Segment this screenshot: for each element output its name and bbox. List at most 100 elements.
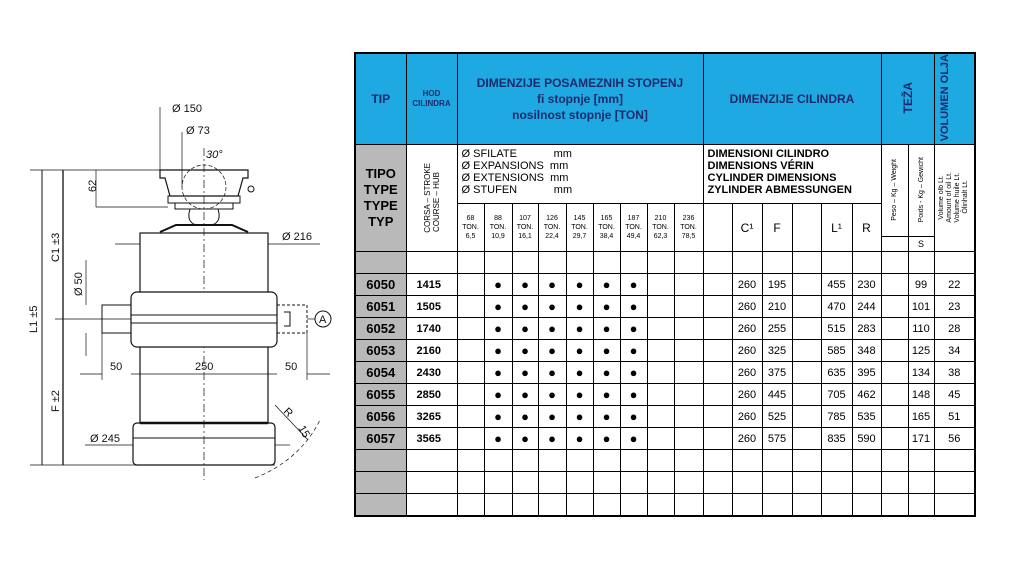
- cell-tip: 6050: [354, 273, 407, 297]
- cell-dim: 230: [851, 273, 882, 297]
- table-row: 6055 2850 ● ● ● ● ● ● 260 445 705 462 148 45: [354, 383, 976, 407]
- cell-stage: ●: [565, 295, 594, 319]
- cell: [851, 471, 882, 495]
- dot-icon: ●: [521, 299, 529, 315]
- cell-tip: 6055: [354, 383, 407, 407]
- dot-icon: ●: [575, 321, 584, 337]
- cell-stage: ●: [511, 405, 539, 429]
- cell-hod: 1415: [405, 273, 458, 297]
- cell-stage: ●: [537, 383, 567, 407]
- dot-icon: ●: [629, 387, 638, 403]
- stage-unit: TON.: [652, 224, 669, 232]
- dim-column-header: [702, 203, 733, 253]
- cell-stage: [646, 427, 675, 451]
- cell-dim: 395: [851, 361, 882, 385]
- cell-dim: 325: [761, 339, 793, 363]
- stage-label-line: Ø STUFEN mm: [461, 184, 573, 197]
- stage-column-header: 165 TON. 38,4: [592, 203, 621, 253]
- subheader-stroke: CORSA – STROKECOURSE – HUB: [405, 144, 458, 253]
- label-d50: Ø 50: [73, 272, 85, 296]
- cell: [537, 471, 567, 495]
- cell-stage: ●: [483, 383, 513, 407]
- stage-label-line: Ø EXPANSIONS mm: [461, 160, 569, 173]
- cell: [511, 449, 539, 473]
- cell: [511, 471, 539, 495]
- cell-dim: 785: [820, 405, 853, 429]
- dim-column-header: L¹: [820, 203, 853, 253]
- cell: [405, 251, 458, 275]
- cell: [791, 471, 822, 495]
- dot-icon: ●: [521, 409, 529, 425]
- stage-column-header: 236 TON. 78,5: [673, 203, 704, 253]
- cell-dim: 255: [761, 317, 793, 341]
- dot-icon: ●: [521, 277, 529, 293]
- cell: [646, 251, 675, 275]
- type-label-line: TYP: [368, 214, 394, 230]
- weight-s-label: S: [907, 236, 935, 253]
- stage-dia: 165: [600, 215, 613, 223]
- cell-stage: ●: [619, 295, 648, 319]
- cell: [619, 493, 648, 517]
- header-stages: DIMENZIJE POSAMEZNIH STOPENJ fi stopnje …: [456, 52, 704, 146]
- subheader-volume: Volume olb Lt. Amount of oil Lt. Volume hu…: [933, 144, 976, 253]
- cell: [907, 251, 935, 275]
- cell-stage: [673, 405, 704, 429]
- cell: [907, 449, 935, 473]
- header-stages-line1: DIMENZIJE POSAMEZNIH STOPENJ: [476, 76, 684, 91]
- weight-label-2: Poids - Kg – Gewicht: [917, 157, 925, 223]
- cell: [933, 493, 976, 517]
- dot-icon: ●: [602, 343, 611, 359]
- cell-stage: ●: [511, 295, 539, 319]
- stage-dia: 236: [682, 215, 695, 223]
- cell: [456, 449, 485, 473]
- stage-unit: TON.: [462, 224, 479, 232]
- cell-stage: [456, 427, 485, 451]
- cell-stage: ●: [483, 295, 513, 319]
- stage-load: 10,9: [491, 233, 505, 241]
- stage-column-header: 210 TON. 62,3: [646, 203, 675, 253]
- table-row-empty: [354, 251, 976, 275]
- subheader-stroke2-text: COURSE – HUB: [431, 172, 441, 233]
- cell-stage: [646, 383, 675, 407]
- cell-dim: 705: [820, 383, 853, 407]
- stage-unit: TON.: [598, 224, 615, 232]
- dot-icon: ●: [575, 387, 584, 403]
- cell-volume: 45: [933, 383, 976, 407]
- cell-dim: [791, 273, 822, 297]
- cell-dim: 445: [761, 383, 793, 407]
- cell: [405, 471, 458, 495]
- dot-icon: ●: [494, 365, 502, 381]
- cell-stage: ●: [483, 361, 513, 385]
- dot-icon: ●: [494, 299, 502, 315]
- dot-icon: ●: [548, 387, 556, 403]
- cell-stage: [673, 317, 704, 341]
- cell: [907, 471, 935, 495]
- dot-icon: ●: [602, 299, 611, 315]
- subheader-type: TIPO TYPE TYPE TYP: [354, 144, 407, 253]
- cell: [907, 493, 935, 517]
- cell-hod: 2160: [405, 339, 458, 363]
- cell-dim: 260: [731, 317, 763, 341]
- cell-stage: [646, 339, 675, 363]
- dot-icon: ●: [602, 321, 611, 337]
- dot-icon: ●: [494, 409, 502, 425]
- cell-stage: ●: [592, 383, 621, 407]
- stage-load: 16,1: [518, 233, 532, 241]
- label-r15: 15: [295, 424, 312, 441]
- dim-column-header: F: [761, 203, 793, 253]
- dot-icon: ●: [521, 387, 529, 403]
- cell-stage: ●: [565, 339, 594, 363]
- cell-stage: [673, 339, 704, 363]
- cell-weight: 101: [907, 295, 935, 319]
- cell-stage: ●: [565, 405, 594, 429]
- cell-stage: ●: [483, 427, 513, 451]
- dot-icon: ●: [521, 431, 529, 447]
- dot-icon: ●: [629, 431, 638, 447]
- cell-dim: [702, 405, 733, 429]
- cell: [592, 493, 621, 517]
- cell: [592, 251, 621, 275]
- dot-icon: ●: [602, 387, 611, 403]
- cell: [820, 449, 853, 473]
- cell-dim: 525: [761, 405, 793, 429]
- label-c1: C1 ±3: [50, 233, 62, 262]
